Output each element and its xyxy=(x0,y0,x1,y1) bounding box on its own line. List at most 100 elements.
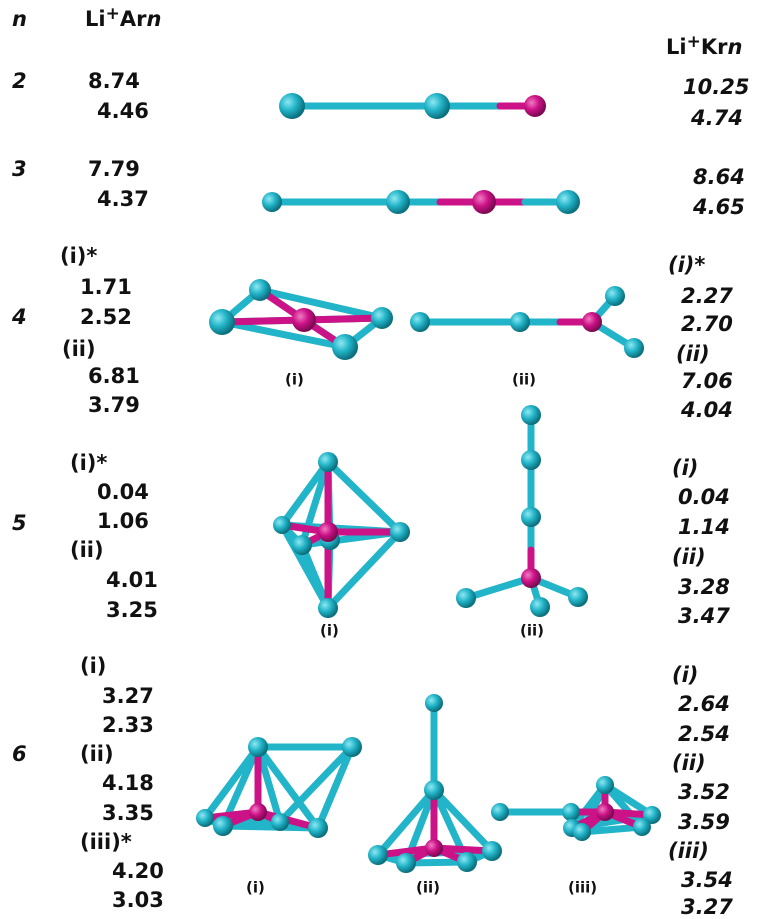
isomer-label: (i) xyxy=(672,456,698,480)
figure: nLi+ArnLi+Krn28.744.4610.254.7437.794.37… xyxy=(0,0,774,919)
bond xyxy=(280,747,352,822)
isomer-label: (ii) xyxy=(62,337,96,361)
rg-atom xyxy=(633,818,651,836)
bond xyxy=(328,462,400,532)
structure-label: (iii) xyxy=(568,879,597,897)
energy-value: 4.65 xyxy=(692,195,745,219)
rg-atom xyxy=(425,694,443,712)
li-atom xyxy=(425,839,443,857)
li-atom xyxy=(472,190,496,214)
bond xyxy=(318,747,352,828)
isomer-label: (ii) xyxy=(676,342,710,366)
rg-atom xyxy=(318,598,338,618)
energy-value: 8.74 xyxy=(88,69,140,93)
energy-value: 1.14 xyxy=(678,515,730,539)
rg-atom xyxy=(573,823,591,841)
li-atom xyxy=(249,803,267,821)
energy-value: 3.79 xyxy=(88,393,140,417)
rg-atom xyxy=(605,286,625,306)
structure-label: (i) xyxy=(285,371,304,389)
energy-value: 7.79 xyxy=(88,157,140,181)
energy-value: 6.81 xyxy=(88,364,140,388)
header-base: Li xyxy=(85,7,106,31)
isomer-label: (i)* xyxy=(668,253,705,277)
isomer-label: (i)* xyxy=(70,451,107,475)
energy-value: 4.46 xyxy=(97,99,149,123)
header-n: n xyxy=(146,7,161,31)
isomer-label: (i) xyxy=(672,663,698,687)
energy-value: 3.28 xyxy=(678,575,730,599)
rg-atom xyxy=(318,452,338,472)
energy-value: 4.01 xyxy=(106,568,158,592)
n-value: 2 xyxy=(12,69,27,93)
rg-atom xyxy=(482,841,502,861)
rg-atom xyxy=(596,776,614,794)
energy-value: 2.64 xyxy=(678,692,730,716)
energy-value: 2.52 xyxy=(80,305,132,329)
rg-atom xyxy=(386,190,410,214)
energy-value: 3.59 xyxy=(678,810,730,834)
energy-value: 2.33 xyxy=(102,713,154,737)
energy-value: 0.04 xyxy=(678,485,730,509)
rg-atom xyxy=(273,516,291,534)
n-value: 3 xyxy=(12,157,27,181)
header-element: Kr xyxy=(701,35,728,59)
energy-value: 4.37 xyxy=(97,187,149,211)
n-value: 4 xyxy=(11,305,27,329)
n-value: 6 xyxy=(12,742,27,766)
energy-value: 3.35 xyxy=(102,801,154,825)
structures xyxy=(196,93,661,873)
energy-value: 1.71 xyxy=(80,275,132,299)
energy-value: 4.18 xyxy=(102,771,154,795)
header-charge: + xyxy=(106,4,120,24)
bond xyxy=(302,545,328,608)
column-header: Li+Krn xyxy=(666,32,742,59)
header-base: Li xyxy=(666,35,687,59)
rg-atom xyxy=(213,816,233,836)
rg-atom xyxy=(249,279,271,301)
structure-label: (ii) xyxy=(520,622,544,640)
energy-value: 7.06 xyxy=(681,369,733,393)
rg-atom xyxy=(368,845,388,865)
li-atom xyxy=(292,308,316,332)
structure-label: (ii) xyxy=(512,371,536,389)
isomer-label: (i) xyxy=(80,654,106,678)
energy-value: 4.74 xyxy=(690,106,743,130)
rg-atom xyxy=(271,813,289,831)
rg-atom xyxy=(424,780,444,800)
isomer-label: (ii) xyxy=(672,751,706,775)
energy-value: 4.20 xyxy=(112,859,164,883)
rg-atom xyxy=(292,535,312,555)
rg-atom xyxy=(624,338,644,358)
rg-atom xyxy=(262,192,282,212)
rg-atom xyxy=(562,803,580,821)
n-header: n xyxy=(12,7,27,31)
isomer-label: (iii) xyxy=(668,839,709,863)
energy-value: 10.25 xyxy=(683,75,749,99)
rg-atom xyxy=(332,334,358,360)
column-header: Li+Arn xyxy=(85,4,161,31)
rg-atom xyxy=(424,93,450,119)
rg-atom xyxy=(410,312,430,332)
rg-atom xyxy=(342,737,362,757)
energy-value: 2.54 xyxy=(678,722,730,746)
energy-value: 1.06 xyxy=(97,509,149,533)
energy-value: 3.47 xyxy=(678,604,730,628)
rg-atom xyxy=(279,93,305,119)
n-value: 5 xyxy=(12,511,27,535)
rg-atom xyxy=(396,853,416,873)
structure-label: (i) xyxy=(246,879,265,897)
rg-atom xyxy=(248,737,268,757)
structure-label: (ii) xyxy=(416,879,440,897)
bond xyxy=(466,578,531,598)
header-n: n xyxy=(727,35,742,59)
energy-value: 0.04 xyxy=(97,480,149,504)
rg-atom xyxy=(457,852,477,872)
rg-atom xyxy=(308,818,328,838)
li-atom xyxy=(318,522,338,542)
li-atom xyxy=(524,95,546,117)
energy-value: 3.54 xyxy=(681,868,733,892)
header-element: Ar xyxy=(120,7,147,31)
isomer-label: (ii) xyxy=(672,545,706,569)
